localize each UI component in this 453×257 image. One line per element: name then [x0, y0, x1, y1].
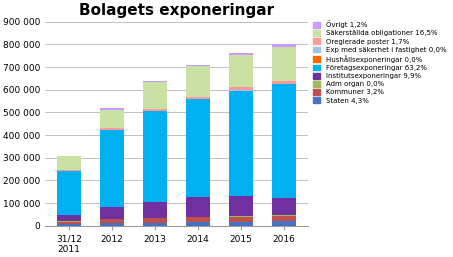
Bar — [186, 97, 210, 99]
Bar — [186, 197, 210, 217]
Bar — [229, 53, 253, 54]
Bar — [57, 170, 81, 171]
Bar — [100, 130, 124, 207]
Bar — [143, 111, 167, 202]
Bar — [143, 202, 167, 218]
Bar — [57, 171, 81, 215]
Bar — [100, 108, 124, 110]
Bar — [272, 81, 296, 84]
Bar — [143, 81, 167, 82]
Bar — [186, 222, 210, 226]
Legend: Övrigt 1,2%, Säkerställda obligationer 16,5%, Oreglerade poster 1,7%, Exp med sä: Övrigt 1,2%, Säkerställda obligationer 1… — [311, 18, 449, 106]
Bar — [272, 198, 296, 215]
Bar — [186, 66, 210, 97]
Title: Bolagets exponeringar: Bolagets exponeringar — [79, 3, 274, 18]
Bar — [57, 157, 81, 170]
Bar — [57, 222, 81, 224]
Bar — [229, 196, 253, 216]
Bar — [186, 65, 210, 66]
Bar — [272, 216, 296, 221]
Bar — [143, 109, 167, 111]
Bar — [100, 219, 124, 223]
Bar — [57, 155, 81, 157]
Bar — [57, 215, 81, 222]
Bar — [229, 217, 253, 222]
Bar — [57, 224, 81, 226]
Bar — [272, 47, 296, 81]
Bar — [229, 91, 253, 196]
Bar — [100, 207, 124, 219]
Bar — [100, 223, 124, 226]
Bar — [272, 44, 296, 47]
Bar — [143, 82, 167, 109]
Bar — [100, 110, 124, 128]
Bar — [186, 217, 210, 222]
Bar — [143, 218, 167, 223]
Bar — [186, 99, 210, 197]
Bar — [229, 87, 253, 90]
Bar — [100, 128, 124, 130]
Bar — [143, 223, 167, 226]
Bar — [272, 221, 296, 226]
Bar — [229, 222, 253, 226]
Bar — [272, 84, 296, 198]
Bar — [229, 54, 253, 87]
